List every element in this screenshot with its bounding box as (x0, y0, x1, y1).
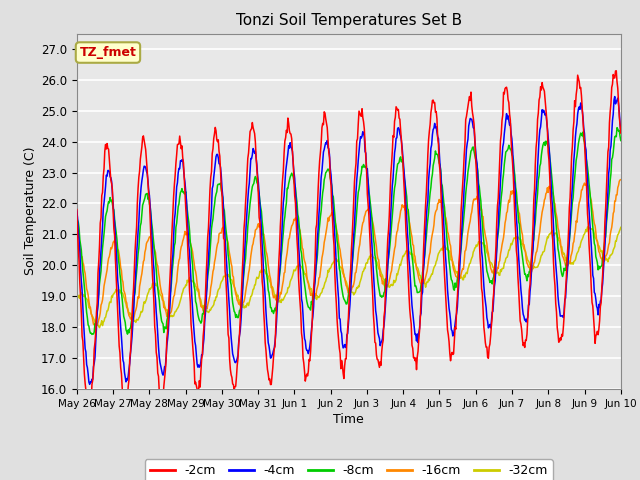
Line: -32cm: -32cm (77, 227, 621, 328)
-16cm (83, 286, 90, 292)
-4cm (73, 208, 81, 214)
-32cm (73, 294, 81, 300)
-8cm (223, 239, 231, 244)
-2cm (431, 109, 439, 115)
-16cm (195, 287, 202, 292)
-4cm (416, 325, 424, 331)
-8cm (613, 125, 621, 131)
-4cm (431, 125, 439, 131)
-4cm (83, 362, 90, 368)
-8cm (83, 310, 90, 315)
-32cm (140, 302, 147, 308)
-2cm (84, 410, 92, 416)
-4cm (195, 362, 202, 368)
Legend: -2cm, -4cm, -8cm, -16cm, -32cm: -2cm, -4cm, -8cm, -16cm, -32cm (145, 459, 553, 480)
-32cm (223, 273, 231, 279)
-32cm (83, 296, 90, 302)
-32cm (195, 289, 202, 295)
-16cm (140, 259, 147, 264)
-8cm (416, 289, 424, 295)
Text: TZ_fmet: TZ_fmet (79, 46, 136, 59)
-4cm (223, 275, 231, 280)
-2cm (617, 130, 625, 136)
-8cm (140, 200, 147, 205)
-2cm (223, 310, 231, 316)
-16cm (617, 177, 625, 182)
-4cm (140, 167, 147, 173)
Line: -4cm: -4cm (77, 96, 621, 384)
-8cm (431, 148, 439, 154)
Y-axis label: Soil Temperature (C): Soil Temperature (C) (24, 147, 36, 276)
-8cm (617, 138, 625, 144)
Line: -8cm: -8cm (77, 128, 621, 335)
-32cm (431, 262, 439, 268)
Title: Tonzi Soil Temperatures Set B: Tonzi Soil Temperatures Set B (236, 13, 462, 28)
Line: -16cm: -16cm (77, 180, 621, 325)
-16cm (416, 277, 424, 283)
-2cm (73, 207, 81, 213)
Line: -2cm: -2cm (77, 71, 621, 413)
-32cm (584, 224, 591, 230)
-32cm (617, 225, 625, 230)
-8cm (195, 315, 202, 321)
-4cm (611, 94, 619, 99)
-2cm (140, 133, 147, 139)
-2cm (416, 328, 424, 334)
-2cm (195, 387, 202, 393)
-16cm (93, 323, 100, 328)
-4cm (617, 129, 625, 134)
-8cm (88, 332, 96, 337)
-2cm (612, 68, 620, 73)
-16cm (431, 209, 439, 215)
-16cm (223, 238, 231, 243)
-32cm (95, 325, 103, 331)
-32cm (416, 272, 424, 278)
-2cm (83, 397, 90, 403)
X-axis label: Time: Time (333, 413, 364, 426)
-4cm (86, 382, 93, 387)
-16cm (73, 243, 81, 249)
-8cm (73, 215, 81, 220)
